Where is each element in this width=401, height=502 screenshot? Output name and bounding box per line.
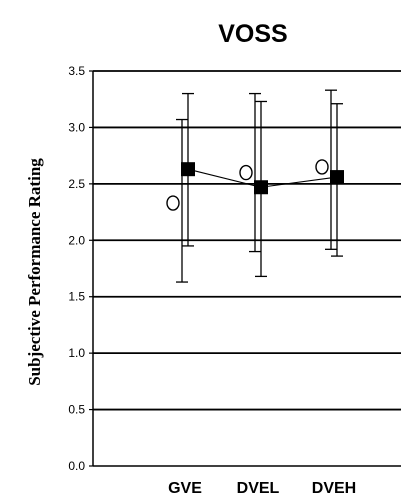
circle-series-point [315,159,329,175]
circle-series-point [239,164,253,181]
x-tick-label: GVE [168,480,202,497]
y-axis-label: Subjective Performance Rating [25,158,44,386]
y-tick-label: 3.0 [68,120,85,134]
square-series-point [181,162,195,177]
square-series-point [330,170,344,185]
y-tick-label: 3.5 [68,64,85,78]
y-tick-label: 0.5 [68,403,85,417]
y-tick-label: 0.0 [68,459,85,473]
x-tick-label: DVEL [237,480,280,497]
y-tick-label: 2.5 [68,177,85,191]
square-series-point [254,180,268,195]
circle-series-point [166,195,180,211]
x-tick-label: DVEH [312,480,356,497]
chart-title: VOSS [218,20,287,48]
y-tick-label: 1.5 [68,290,85,304]
y-tick-label: 2.0 [68,233,85,247]
y-tick-label: 1.0 [68,346,85,360]
